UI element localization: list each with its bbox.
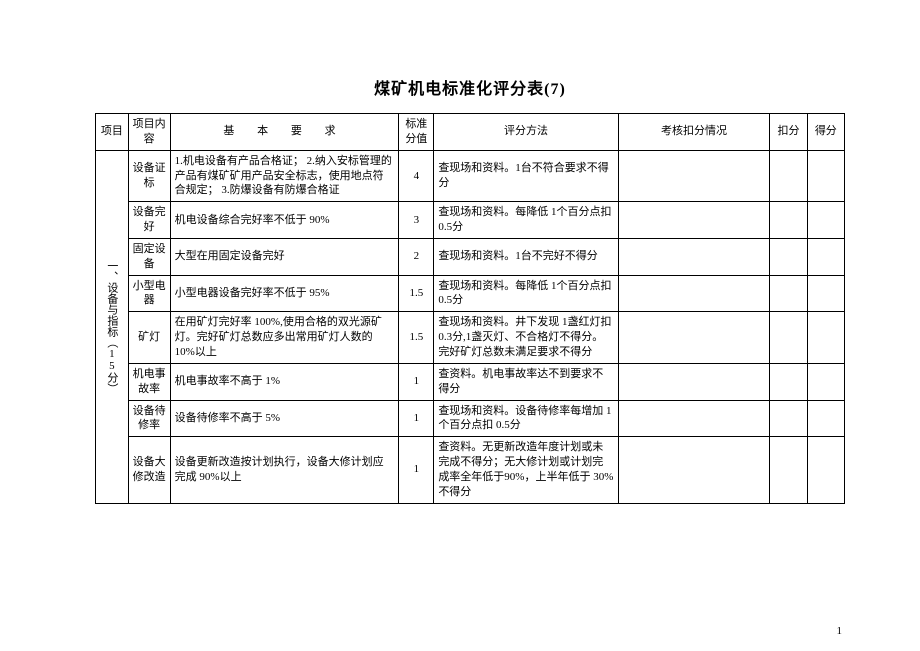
df-cell xyxy=(807,238,844,275)
deduction-cell xyxy=(618,238,770,275)
method-cell: 查现场和资料。每降低 1个百分点扣 0.5分 xyxy=(434,275,618,312)
deduction-cell xyxy=(618,275,770,312)
requirement-cell: 设备待修率不高于 5% xyxy=(170,400,399,437)
item-cell: 设备证标 xyxy=(128,150,170,202)
kf-cell xyxy=(770,150,807,202)
table-row: 固定设备 大型在用固定设备完好 2 查现场和资料。1台不完好不得分 xyxy=(96,238,845,275)
method-cell: 查资料。机电事故率达不到要求不得分 xyxy=(434,363,618,400)
page-title: 煤矿机电标准化评分表(7) xyxy=(95,75,845,99)
table-row: 机电事故率 机电事故率不高于 1% 1 查资料。机电事故率达不到要求不得分 xyxy=(96,363,845,400)
kf-cell xyxy=(770,363,807,400)
requirement-cell: 1.机电设备有产品合格证； 2.纳入安标管理的产品有煤矿矿用产品安全标志，使用地… xyxy=(170,150,399,202)
header-method: 评分方法 xyxy=(434,114,618,151)
header-category: 项目 xyxy=(96,114,129,151)
score-cell: 2 xyxy=(399,238,434,275)
header-kf: 扣分 xyxy=(770,114,807,151)
method-cell: 查现场和资料。井下发现 1盏红灯扣 0.3分,1盏灭灯、不合格灯不得分。完好矿灯… xyxy=(434,312,618,364)
scoring-table: 项目 项目内容 基 本 要 求 标准分值 评分方法 考核扣分情况 扣分 得分 一… xyxy=(95,113,845,504)
header-deduction: 考核扣分情况 xyxy=(618,114,770,151)
df-cell xyxy=(807,202,844,239)
table-body: 一、设备与指标（15分） 设备证标 1.机电设备有产品合格证； 2.纳入安标管理… xyxy=(96,150,845,503)
kf-cell xyxy=(770,202,807,239)
item-cell: 设备大修改造 xyxy=(128,437,170,503)
deduction-cell xyxy=(618,400,770,437)
deduction-cell xyxy=(618,150,770,202)
item-cell: 机电事故率 xyxy=(128,363,170,400)
kf-cell xyxy=(770,312,807,364)
method-cell: 查资料。无更新改造年度计划或未完成不得分；无大修计划或计划完成率全年低于90%，… xyxy=(434,437,618,503)
score-cell: 1 xyxy=(399,437,434,503)
method-cell: 查现场和资料。1台不符合要求不得分 xyxy=(434,150,618,202)
item-cell: 固定设备 xyxy=(128,238,170,275)
header-requirement: 基 本 要 求 xyxy=(170,114,399,151)
df-cell xyxy=(807,400,844,437)
table-row: 设备完好 机电设备综合完好率不低于 90% 3 查现场和资料。每降低 1个百分点… xyxy=(96,202,845,239)
score-cell: 4 xyxy=(399,150,434,202)
deduction-cell xyxy=(618,363,770,400)
header-df: 得分 xyxy=(807,114,844,151)
df-cell xyxy=(807,150,844,202)
requirement-cell: 机电事故率不高于 1% xyxy=(170,363,399,400)
method-cell: 查现场和资料。1台不完好不得分 xyxy=(434,238,618,275)
requirement-cell: 设备更新改造按计划执行，设备大修计划应完成 90%以上 xyxy=(170,437,399,503)
requirement-cell: 大型在用固定设备完好 xyxy=(170,238,399,275)
item-cell: 设备待修率 xyxy=(128,400,170,437)
table-header-row: 项目 项目内容 基 本 要 求 标准分值 评分方法 考核扣分情况 扣分 得分 xyxy=(96,114,845,151)
table-row: 设备待修率 设备待修率不高于 5% 1 查现场和资料。设备待修率每增加 1个百分… xyxy=(96,400,845,437)
df-cell xyxy=(807,363,844,400)
item-cell: 设备完好 xyxy=(128,202,170,239)
score-cell: 1.5 xyxy=(399,275,434,312)
score-cell: 1 xyxy=(399,400,434,437)
page-number: 1 xyxy=(837,625,843,637)
df-cell xyxy=(807,312,844,364)
score-cell: 1.5 xyxy=(399,312,434,364)
table-row: 矿灯 在用矿灯完好率 100%,使用合格的双光源矿灯。完好矿灯总数应多出常用矿灯… xyxy=(96,312,845,364)
method-cell: 查现场和资料。设备待修率每增加 1个百分点扣 0.5分 xyxy=(434,400,618,437)
table-row: 小型电器 小型电器设备完好率不低于 95% 1.5 查现场和资料。每降低 1个百… xyxy=(96,275,845,312)
kf-cell xyxy=(770,275,807,312)
deduction-cell xyxy=(618,202,770,239)
header-score: 标准分值 xyxy=(399,114,434,151)
category-cell: 一、设备与指标（15分） xyxy=(96,150,129,503)
table-row: 设备大修改造 设备更新改造按计划执行，设备大修计划应完成 90%以上 1 查资料… xyxy=(96,437,845,503)
table-row: 一、设备与指标（15分） 设备证标 1.机电设备有产品合格证； 2.纳入安标管理… xyxy=(96,150,845,202)
requirement-cell: 机电设备综合完好率不低于 90% xyxy=(170,202,399,239)
requirement-cell: 小型电器设备完好率不低于 95% xyxy=(170,275,399,312)
score-cell: 1 xyxy=(399,363,434,400)
df-cell xyxy=(807,275,844,312)
header-item: 项目内容 xyxy=(128,114,170,151)
document-page: 煤矿机电标准化评分表(7) 项目 项目内容 基 本 要 求 标准分值 评分方法 … xyxy=(0,0,920,504)
kf-cell xyxy=(770,238,807,275)
item-cell: 小型电器 xyxy=(128,275,170,312)
df-cell xyxy=(807,437,844,503)
score-cell: 3 xyxy=(399,202,434,239)
deduction-cell xyxy=(618,437,770,503)
requirement-cell: 在用矿灯完好率 100%,使用合格的双光源矿灯。完好矿灯总数应多出常用矿灯人数的… xyxy=(170,312,399,364)
kf-cell xyxy=(770,437,807,503)
method-cell: 查现场和资料。每降低 1个百分点扣 0.5分 xyxy=(434,202,618,239)
kf-cell xyxy=(770,400,807,437)
item-cell: 矿灯 xyxy=(128,312,170,364)
deduction-cell xyxy=(618,312,770,364)
